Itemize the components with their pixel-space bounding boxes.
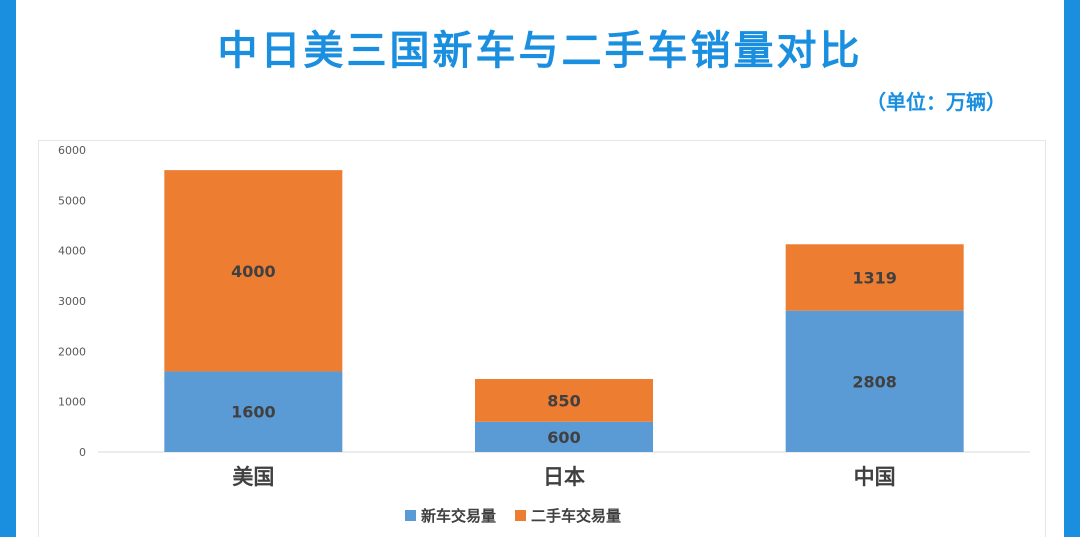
bar-new-car [164, 371, 343, 452]
bar-new-car [785, 310, 964, 452]
x-category-label: 日本 [543, 465, 585, 489]
y-tick-label: 0 [79, 446, 86, 459]
data-label: 850 [547, 391, 580, 410]
unit-note: （单位：万辆） [866, 90, 1006, 114]
data-label: 4000 [231, 262, 276, 281]
bar-used-car [164, 170, 343, 372]
bar-new-car [475, 421, 653, 452]
x-category-label: 中国 [854, 465, 896, 489]
legend-label: 二手车交易量 [531, 507, 621, 525]
y-tick-label: 4000 [58, 245, 86, 258]
data-label: 2808 [852, 372, 897, 391]
data-label: 1319 [852, 268, 897, 287]
bar-used-car [475, 379, 653, 422]
y-tick-label: 3000 [58, 295, 86, 308]
data-label: 600 [547, 428, 580, 447]
left-frame-border [0, 0, 16, 537]
right-frame-border [1064, 0, 1080, 537]
y-tick-label: 5000 [58, 194, 86, 207]
bar-used-car [785, 244, 964, 311]
y-tick-label: 1000 [58, 396, 86, 409]
legend-swatch [405, 510, 416, 521]
x-category-label: 美国 [232, 465, 274, 489]
legend-swatch [515, 510, 526, 521]
data-label: 1600 [231, 403, 276, 422]
chart-title: 中日美三国新车与二手车销量对比 [217, 28, 863, 74]
y-tick-label: 2000 [58, 345, 86, 358]
legend-label: 新车交易量 [421, 507, 496, 525]
y-tick-label: 6000 [58, 144, 86, 157]
